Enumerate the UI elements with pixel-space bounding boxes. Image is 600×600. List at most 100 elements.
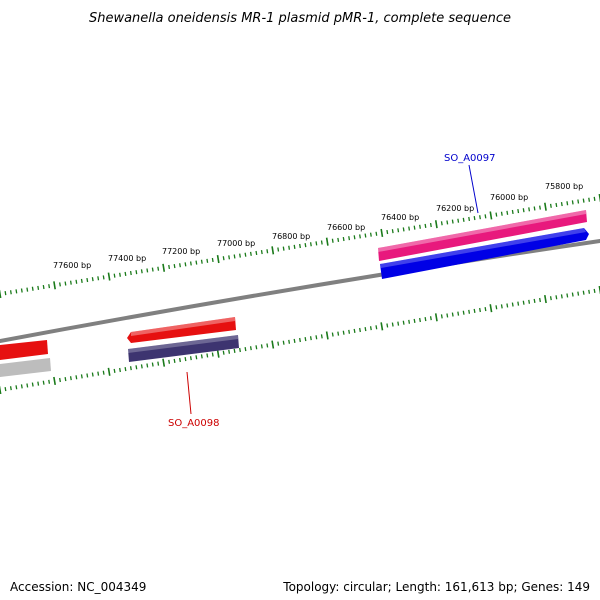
- tick-label-77400: 77400 bp: [108, 254, 146, 263]
- inner-minor-tick: [511, 302, 514, 307]
- outer-minor-tick: [97, 276, 100, 281]
- outer-minor-tick: [560, 202, 563, 207]
- inner-minor-tick: [113, 368, 116, 373]
- map-title: Shewanella oneidensis MR-1 plasmid pMR-1…: [89, 11, 511, 26]
- inner-minor-tick: [179, 357, 181, 363]
- outer-minor-tick: [80, 278, 83, 283]
- outer-minor-tick: [320, 240, 323, 245]
- tick-label-76800: 76800 bp: [272, 232, 310, 241]
- outer-major-tick: [271, 246, 275, 255]
- inner-major-tick: [380, 322, 384, 331]
- inner-minor-tick: [500, 304, 503, 309]
- outer-minor-tick: [102, 275, 105, 280]
- outer-minor-tick: [157, 266, 160, 271]
- outer-minor-tick: [397, 228, 400, 233]
- inner-minor-tick: [200, 354, 203, 359]
- outer-minor-tick: [239, 253, 241, 258]
- inner-minor-tick: [440, 314, 443, 319]
- tick-label-76000: 76000 bp: [490, 193, 528, 202]
- gene-so-a0097-pink[interactable]: [378, 210, 587, 261]
- outer-minor-tick: [206, 258, 209, 263]
- inner-minor-tick: [397, 321, 400, 326]
- inner-minor-tick: [140, 364, 143, 369]
- inner-minor-tick: [75, 375, 78, 380]
- outer-major-tick: [216, 255, 220, 264]
- outer-minor-tick: [495, 212, 498, 217]
- inner-minor-tick: [69, 376, 72, 381]
- inner-major-tick: [216, 349, 220, 358]
- inner-minor-tick: [206, 353, 209, 358]
- inner-minor-tick: [42, 380, 45, 385]
- inner-minor-tick: [468, 309, 471, 314]
- outer-minor-tick: [593, 196, 596, 201]
- inner-minor-tick: [157, 361, 160, 366]
- inner-minor-tick: [277, 341, 280, 346]
- outer-minor-tick: [260, 250, 263, 255]
- gene-left-gray[interactable]: [0, 358, 51, 377]
- inner-minor-tick: [31, 382, 34, 387]
- outer-minor-tick: [277, 247, 280, 252]
- inner-major-tick: [271, 340, 275, 349]
- inner-minor-tick: [331, 332, 334, 337]
- outer-minor-tick: [375, 231, 378, 236]
- outer-minor-tick: [255, 250, 258, 256]
- inner-minor-tick: [566, 293, 569, 298]
- outer-minor-tick: [20, 288, 23, 293]
- outer-minor-tick: [353, 235, 356, 240]
- inner-minor-tick: [429, 316, 432, 321]
- outer-minor-tick: [484, 214, 487, 219]
- outer-minor-tick: [571, 200, 574, 205]
- outer-minor-tick: [86, 277, 89, 283]
- inner-minor-tick: [37, 381, 40, 386]
- gene-label-so-a0097[interactable]: SO_A0097: [444, 153, 496, 164]
- outer-minor-tick: [402, 227, 405, 232]
- accession-text: Accession: NC_004349: [10, 580, 147, 594]
- outer-major-tick: [325, 237, 329, 246]
- inner-minor-tick: [479, 307, 481, 313]
- inner-minor-tick: [484, 307, 487, 312]
- tick-label-76200: 76200 bp: [436, 204, 474, 213]
- outer-minor-tick: [528, 207, 531, 212]
- outer-major-tick: [380, 228, 384, 237]
- outer-minor-tick: [282, 246, 285, 251]
- inner-minor-tick: [48, 379, 51, 384]
- outer-minor-tick: [244, 252, 247, 257]
- inner-minor-tick: [266, 343, 269, 348]
- outer-major-tick: [544, 202, 547, 211]
- gene-label-so-a0098[interactable]: SO_A0098: [168, 418, 220, 429]
- gene-so-a0097[interactable]: [380, 228, 589, 279]
- inner-minor-tick: [97, 371, 100, 376]
- gene-so-a0098[interactable]: [127, 317, 236, 343]
- inner-minor-tick: [457, 311, 460, 316]
- outer-major-tick: [53, 281, 56, 290]
- inner-minor-tick: [364, 327, 367, 332]
- outer-minor-tick: [69, 280, 72, 285]
- outer-minor-tick: [228, 255, 231, 260]
- inner-minor-tick: [129, 366, 132, 371]
- inner-minor-tick: [304, 337, 307, 342]
- gene-reverse-navy[interactable]: [128, 335, 239, 362]
- gene-so-a0097-shade: [380, 228, 586, 268]
- outer-minor-tick: [517, 209, 520, 214]
- outer-minor-tick: [200, 259, 203, 264]
- inner-minor-tick: [26, 383, 29, 388]
- inner-minor-tick: [184, 357, 187, 362]
- inner-minor-tick: [9, 386, 12, 391]
- outer-minor-tick: [91, 277, 94, 282]
- inner-minor-tick: [402, 320, 405, 325]
- outer-minor-tick: [249, 251, 252, 256]
- inner-major-tick: [53, 376, 56, 385]
- outer-major-tick: [162, 263, 166, 272]
- outer-minor-tick: [151, 267, 154, 272]
- outer-minor-tick: [195, 260, 198, 265]
- inner-minor-tick: [4, 387, 7, 392]
- outer-minor-tick: [124, 271, 127, 277]
- outer-minor-tick: [539, 205, 541, 210]
- outer-minor-tick: [582, 198, 585, 203]
- gene-left-red[interactable]: [0, 340, 48, 360]
- outer-minor-tick: [42, 284, 45, 290]
- inner-minor-tick: [413, 318, 416, 323]
- tick-label-76600: 76600 bp: [327, 223, 365, 232]
- outer-minor-tick: [31, 286, 34, 291]
